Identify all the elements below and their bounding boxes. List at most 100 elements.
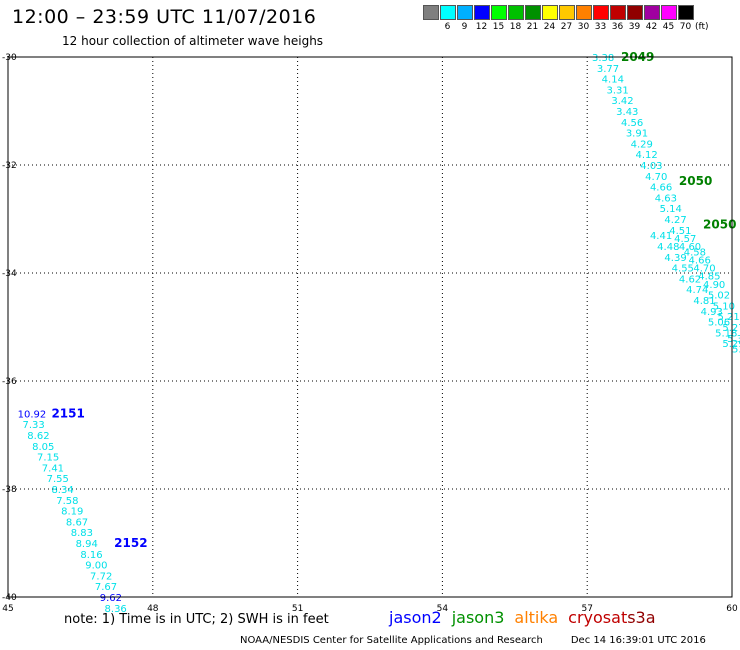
swh-value-label: 7.55 [47,474,69,485]
swh-value-label: 4.03 [640,161,662,172]
swh-value-label: 4.70 [645,172,667,183]
swh-value-label: 4.74 [686,285,708,296]
swh-value-label: 4.14 [602,75,624,86]
swh-value-label: 5.21 [718,312,740,323]
swh-value-label: 8.83 [71,528,93,539]
color-scale-swatch [677,5,694,20]
color-scale-label: 70 [679,22,692,32]
color-scale-label: 36 [611,22,624,32]
color-scale-cell [422,5,439,32]
color-scale-swatch [592,5,609,20]
swh-value-label: 10.92 [18,409,47,420]
swh-value-label: 8.62 [27,431,49,442]
swh-value-label: 5.29 [722,339,740,350]
swh-value-label: 9.62 [100,593,122,604]
footer-timestamp: Dec 14 16:39:01 UTC 2016 [570,635,706,646]
color-scale-swatch [609,5,626,20]
color-scale-swatch [541,5,558,20]
color-scale-label: 12 [475,22,488,32]
color-scale-label: 6 [444,22,451,32]
x-tick-label: 45 [2,604,13,614]
footer: NOAA/NESDIS Center for Satellite Applica… [240,635,706,646]
swh-value-label: 4.29 [631,139,653,150]
swh-value-label: 4.90 [703,280,725,291]
y-tick-label: -38 [2,485,17,495]
swh-value-label: 8.34 [51,485,73,496]
y-tick-label: -34 [2,269,17,279]
swh-value-label: 3.31 [607,85,629,96]
swh-value-label: 5.06 [708,318,730,329]
swh-value-label: 5.10 [713,301,735,312]
chart-title: 12:00 – 23:59 UTC 11/07/2016 [12,6,317,28]
color-scale-swatch [558,5,575,20]
swh-value-label: 4.85 [698,272,720,283]
color-scale-cell: 36 [609,5,626,32]
swh-value-label: 4.60 [679,242,701,253]
pass-time-label: 2050 [703,217,736,231]
color-scale-label: 30 [577,22,590,32]
color-scale-cell: 30 [575,5,592,32]
color-scale-cell: 9 [456,5,473,32]
color-scale-label: 21 [526,22,539,32]
color-scale-cell: 33 [592,5,609,32]
x-tick-label: 57 [581,604,592,614]
color-scale-cell: 18 [507,5,524,32]
legend-item-altika: altika [514,608,559,627]
color-scale-label: 24 [543,22,556,32]
color-scale-cell: 6 [439,5,456,32]
swh-value-label: 7.15 [37,453,59,464]
color-scale-cell: 15 [490,5,507,32]
units-note: note: 1) Time is in UTC; 2) SWH is in fe… [64,612,329,627]
color-scale-swatch [524,5,541,20]
swh-value-label: 8.36 [105,604,127,615]
color-scale-cell: 12 [473,5,490,32]
x-tick-label: 60 [726,604,738,614]
swh-value-label: 8.67 [66,517,88,528]
swh-value-label: 7.33 [22,420,44,431]
swh-value-label: 7.72 [90,571,112,582]
swh-value-label: 4.57 [674,234,696,245]
color-scale-label: 33 [594,22,607,32]
swh-value-label: 3.42 [611,96,633,107]
swh-value-label: 7.67 [95,582,117,593]
color-scale-unit: (ft) [695,22,709,32]
grid [8,57,732,597]
legend-item-cryosat: cryosat [568,608,628,627]
color-scale-bar: 6 9 12 15 18 21 24 27 30 33 36 39 42 45 70 (ft) [422,5,709,32]
swh-value-label: 3.91 [626,129,648,140]
y-tick-label: -36 [2,377,17,387]
swh-value-label: 4.55 [672,264,694,275]
swh-value-label: 8.94 [76,539,98,550]
swh-value-label: 7.58 [56,496,78,507]
swh-value-label: 5.45 [732,345,740,356]
color-scale-cell: 27 [558,5,575,32]
swh-value-label: 5.14 [660,204,682,215]
swh-value-label: 5.18 [715,328,737,339]
color-scale-cell: 45 [660,5,677,32]
swh-value-label: 7.41 [42,463,64,474]
satellite-legend: jason2 jason3 altika cryosats3a [389,608,656,627]
swh-value-label: 4.70 [693,264,715,275]
swh-value-label: 5.02 [708,291,730,302]
axis-tick-labels: 45 48 51 54 57 60 -30 -32 -34 -36 -38 -40 [2,53,738,614]
pass-time-label: 2151 [51,406,84,420]
color-scale-swatch [660,5,677,20]
x-tick-label: 54 [437,604,449,614]
x-tick-label: 48 [147,604,159,614]
data-points: 3.383.774.143.313.423.434.563.914.294.12… [18,53,740,615]
swh-value-label: 4.63 [655,193,677,204]
legend-item-jason2: jason2 [389,608,442,627]
legend-item-s3a: s3a [627,608,656,627]
chart-subtitle: 12 hour collection of altimeter wave hei… [62,34,324,48]
color-scale-swatch [439,5,456,20]
x-tick-label: 51 [292,604,303,614]
plot-frame [7,56,733,598]
swh-value-label: 3.77 [597,64,619,75]
color-scale-label: 15 [492,22,505,32]
color-scale-label: 45 [662,22,675,32]
color-scale-swatch [507,5,524,20]
swh-value-label: 4.66 [689,256,711,267]
swh-value-label: 5.34 [727,334,740,345]
